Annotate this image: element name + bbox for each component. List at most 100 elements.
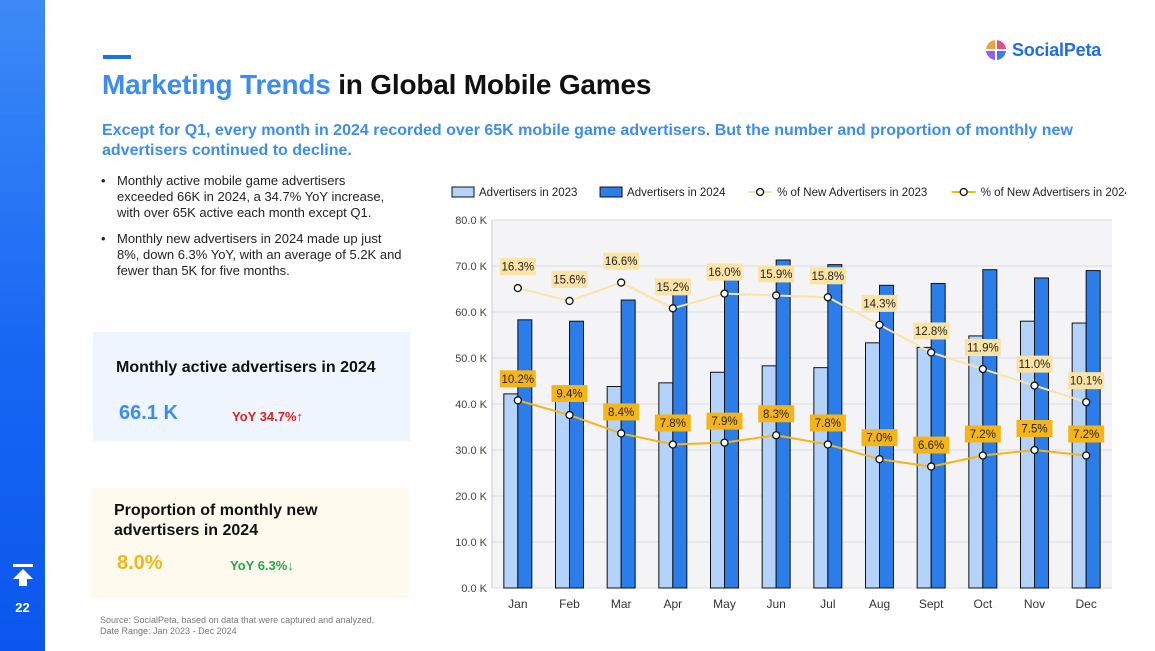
bar-2024 bbox=[672, 283, 688, 589]
pct-2023-data-label: 11.9% bbox=[967, 343, 999, 355]
brand-name: SocialPeta bbox=[1012, 39, 1102, 60]
left-sidebar: 22 bbox=[0, 0, 45, 651]
bar-2023 bbox=[968, 335, 984, 589]
x-tick-label: Sept bbox=[919, 597, 944, 611]
pct-2024-label-bg bbox=[1068, 425, 1105, 443]
pct-2023-line bbox=[517, 281, 1087, 404]
pct-2023-label-bg bbox=[551, 270, 588, 288]
pct-2023-data-label: 15.2% bbox=[657, 282, 690, 294]
arrow-up-to-top-icon[interactable] bbox=[12, 563, 34, 587]
pct-2024-point bbox=[1030, 445, 1039, 455]
pct-2023-label-bg bbox=[499, 258, 536, 276]
y-tick-label: 30.0 K bbox=[455, 445, 487, 457]
card-yoy: YoY 34.7%↑ bbox=[232, 409, 304, 424]
pct-2024-point bbox=[1082, 451, 1091, 460]
pct-2024-data-label: 7.8% bbox=[660, 418, 686, 430]
pct-2023-point bbox=[823, 293, 832, 302]
pct-2024-data-label: 6.6% bbox=[918, 440, 944, 452]
pct-2023-data-label: 15.8% bbox=[812, 271, 845, 283]
pct-2024-point bbox=[668, 440, 677, 449]
pct-2024-point bbox=[772, 431, 781, 440]
pct-2023-point bbox=[927, 348, 936, 357]
pct-2024-label-bg bbox=[603, 403, 640, 421]
bar-2024 bbox=[517, 319, 533, 589]
card-yoy: YoY 6.3%↓ bbox=[230, 558, 294, 573]
legend-marker bbox=[959, 187, 968, 197]
legend-label: % of New Advertisers in 2024 bbox=[981, 187, 1126, 199]
page-number: 22 bbox=[15, 600, 30, 615]
y-tick-label: 70.0 K bbox=[455, 261, 487, 273]
pct-2023-label-bg bbox=[1068, 372, 1105, 390]
pct-2024-label-bg bbox=[913, 436, 950, 454]
card-title: Proportion of monthly new advertisers in… bbox=[114, 502, 318, 539]
bar-2023 bbox=[503, 393, 519, 589]
pct-2023-data-label: 16.6% bbox=[605, 256, 638, 268]
pct-2023-point bbox=[1030, 381, 1039, 390]
title-accent-bar bbox=[103, 55, 131, 59]
pct-2024-label-bg bbox=[654, 414, 691, 432]
page-title: Marketing Trends in Global Mobile Games bbox=[102, 69, 651, 101]
pct-2024-point bbox=[978, 451, 987, 460]
source-note: Source: SocialPeta, based on data that w… bbox=[100, 615, 374, 637]
y-tick-label: 40.0 K bbox=[455, 399, 487, 411]
pct-2024-point bbox=[565, 410, 574, 420]
legend-label: % of New Advertisers in 2023 bbox=[777, 187, 927, 199]
pct-2023-point bbox=[720, 289, 729, 298]
legend-label: Advertisers in 2024 bbox=[627, 187, 726, 199]
pct-2023-point bbox=[1082, 398, 1091, 407]
pct-2024-label-bg bbox=[964, 425, 1001, 443]
pct-2023-label-bg bbox=[603, 252, 640, 270]
pct-2023-data-label: 14.3% bbox=[863, 298, 896, 310]
pct-2024-data-label: 8.3% bbox=[763, 409, 789, 421]
pct-2023-data-label: 11.0% bbox=[1019, 359, 1051, 371]
y-tick-label: 0.0 K bbox=[461, 583, 487, 595]
bar-2024 bbox=[930, 282, 946, 589]
pct-2023-label-bg bbox=[861, 294, 898, 312]
x-tick-label: Jun bbox=[766, 597, 785, 611]
x-tick-label: Feb bbox=[559, 597, 580, 611]
card-title: Monthly active advertisers in 2024 bbox=[116, 359, 376, 376]
pct-2024-point bbox=[875, 455, 884, 464]
bar-2023 bbox=[761, 365, 777, 589]
pct-2023-data-label: 12.8% bbox=[915, 326, 948, 338]
x-tick-label: Dec bbox=[1075, 597, 1096, 611]
title-rest: in Global Mobile Games bbox=[330, 69, 652, 100]
pct-2024-label-bg bbox=[861, 429, 898, 447]
pct-2024-label-bg bbox=[706, 412, 743, 430]
pct-2024-point bbox=[823, 440, 832, 449]
date-range-line: Date Range: Jan 2023 - Dec 2024 bbox=[100, 626, 237, 636]
pct-2024-data-label: 7.2% bbox=[970, 429, 996, 441]
pct-2023-data-label: 15.9% bbox=[760, 269, 793, 281]
x-tick-label: Jul bbox=[820, 597, 835, 611]
bar-2023 bbox=[813, 367, 829, 589]
pct-2023-data-label: 10.1% bbox=[1070, 376, 1103, 388]
brand-logo: SocialPeta bbox=[985, 38, 1101, 62]
pct-2023-data-label: 15.6% bbox=[553, 274, 586, 286]
pct-2023-label-bg bbox=[809, 267, 846, 285]
pct-2023-label-bg bbox=[654, 278, 691, 296]
bar-2023 bbox=[865, 342, 880, 589]
pct-2024-label-bg bbox=[551, 385, 588, 403]
pct-2024-label-bg bbox=[809, 414, 846, 432]
x-tick-label: Jan bbox=[508, 597, 527, 611]
pct-2023-label-bg bbox=[1016, 355, 1053, 373]
bar-2023 bbox=[710, 371, 725, 589]
x-tick-label: May bbox=[713, 597, 736, 611]
pct-2024-data-label: 7.5% bbox=[1021, 424, 1047, 436]
pct-2023-data-label: 16.3% bbox=[502, 262, 535, 274]
bullet-item: Monthly active mobile game advertisers e… bbox=[100, 173, 405, 221]
x-tick-label: Oct bbox=[973, 597, 992, 611]
legend-swatch bbox=[451, 186, 475, 198]
card-value: 8.0% bbox=[117, 552, 163, 574]
pct-2024-data-label: 7.0% bbox=[866, 433, 892, 445]
pct-2024-label-bg bbox=[758, 405, 795, 423]
y-tick-label: 50.0 K bbox=[455, 353, 487, 365]
y-tick-label: 80.0 K bbox=[455, 215, 487, 227]
title-highlight: Marketing Trends bbox=[102, 69, 331, 100]
page-subtitle: Except for Q1, every month in 2024 recor… bbox=[102, 122, 1073, 159]
pct-2024-data-label: 10.2% bbox=[502, 374, 535, 386]
pct-2024-point bbox=[720, 438, 729, 447]
bar-2023 bbox=[555, 399, 570, 589]
source-line: Source: SocialPeta, based on data that w… bbox=[100, 615, 375, 625]
pct-2024-data-label: 7.2% bbox=[1073, 429, 1099, 441]
